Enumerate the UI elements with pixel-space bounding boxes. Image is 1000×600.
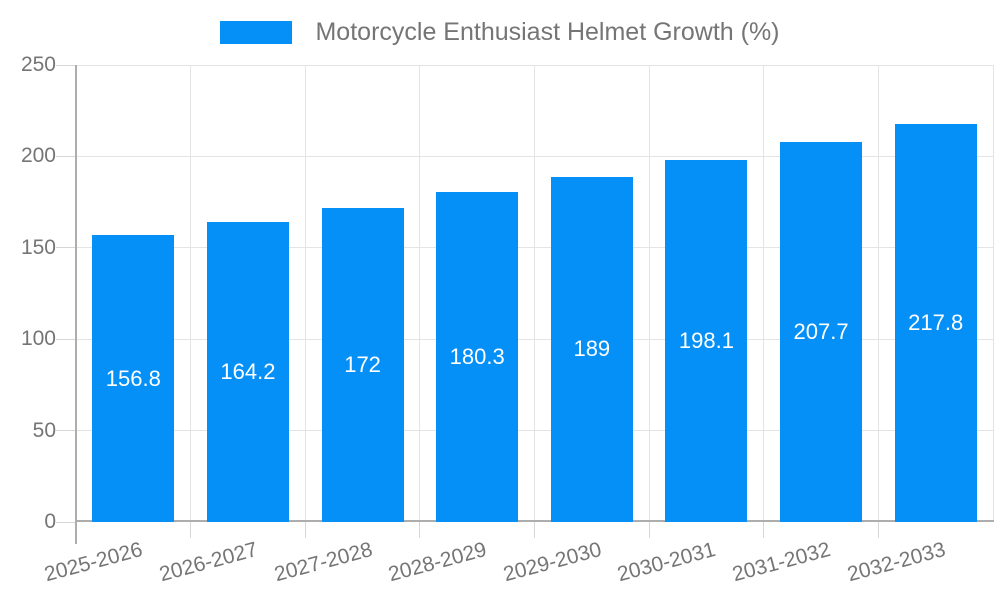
v-gridline bbox=[763, 65, 765, 522]
x-tick bbox=[190, 522, 192, 538]
x-tick bbox=[419, 522, 421, 538]
legend-label: Motorcycle Enthusiast Helmet Growth (%) bbox=[315, 17, 780, 46]
y-axis-label: 200 bbox=[20, 144, 56, 168]
bar[interactable] bbox=[92, 235, 175, 522]
bar-value-label: 180.3 bbox=[449, 344, 505, 370]
bar[interactable] bbox=[894, 123, 977, 522]
x-tick bbox=[877, 522, 879, 538]
y-axis-label: 150 bbox=[20, 235, 56, 259]
x-tick bbox=[534, 522, 535, 538]
y-tick bbox=[56, 155, 76, 157]
y-axis-label: 50 bbox=[32, 418, 56, 442]
bar[interactable] bbox=[550, 176, 633, 522]
y-tick bbox=[56, 247, 76, 249]
v-gridline bbox=[190, 65, 192, 522]
bar-value-label: 172 bbox=[344, 351, 381, 377]
x-tick bbox=[763, 522, 765, 538]
bar-value-label: 164.2 bbox=[220, 358, 276, 384]
bar[interactable] bbox=[780, 142, 863, 522]
v-gridline bbox=[304, 65, 306, 522]
plot-area: 0 50 100 150 200 250 156.8 2025-2026 164.2 2026-2… bbox=[21, 53, 994, 586]
v-gridline bbox=[419, 65, 421, 522]
y-axis-label: 250 bbox=[20, 53, 56, 76]
y-axis-line bbox=[75, 65, 77, 544]
v-gridline bbox=[877, 65, 879, 522]
y-axis-label: 100 bbox=[20, 327, 56, 351]
v-gridline bbox=[534, 65, 535, 522]
bar-value-label: 156.8 bbox=[105, 365, 161, 391]
y-tick bbox=[56, 338, 76, 340]
y-tick bbox=[56, 521, 76, 523]
bar[interactable] bbox=[665, 159, 748, 522]
bar[interactable] bbox=[321, 207, 404, 522]
x-tick bbox=[304, 522, 306, 538]
bar[interactable] bbox=[436, 192, 519, 522]
bar-value-label: 198.1 bbox=[678, 327, 734, 353]
chart-legend[interactable]: Motorcycle Enthusiast Helmet Growth (%) bbox=[0, 18, 1000, 46]
x-tick bbox=[648, 522, 650, 538]
legend-swatch-icon bbox=[220, 20, 293, 44]
v-gridline bbox=[648, 65, 650, 522]
y-axis-label: 0 bbox=[44, 510, 56, 533]
y-tick bbox=[56, 64, 76, 66]
bar-value-label: 189 bbox=[573, 336, 611, 362]
x-axis-line bbox=[75, 520, 994, 522]
bar[interactable] bbox=[206, 221, 289, 522]
bar-value-label: 207.7 bbox=[793, 319, 849, 345]
y-tick bbox=[56, 430, 76, 432]
bar-value-label: 217.8 bbox=[908, 309, 964, 335]
